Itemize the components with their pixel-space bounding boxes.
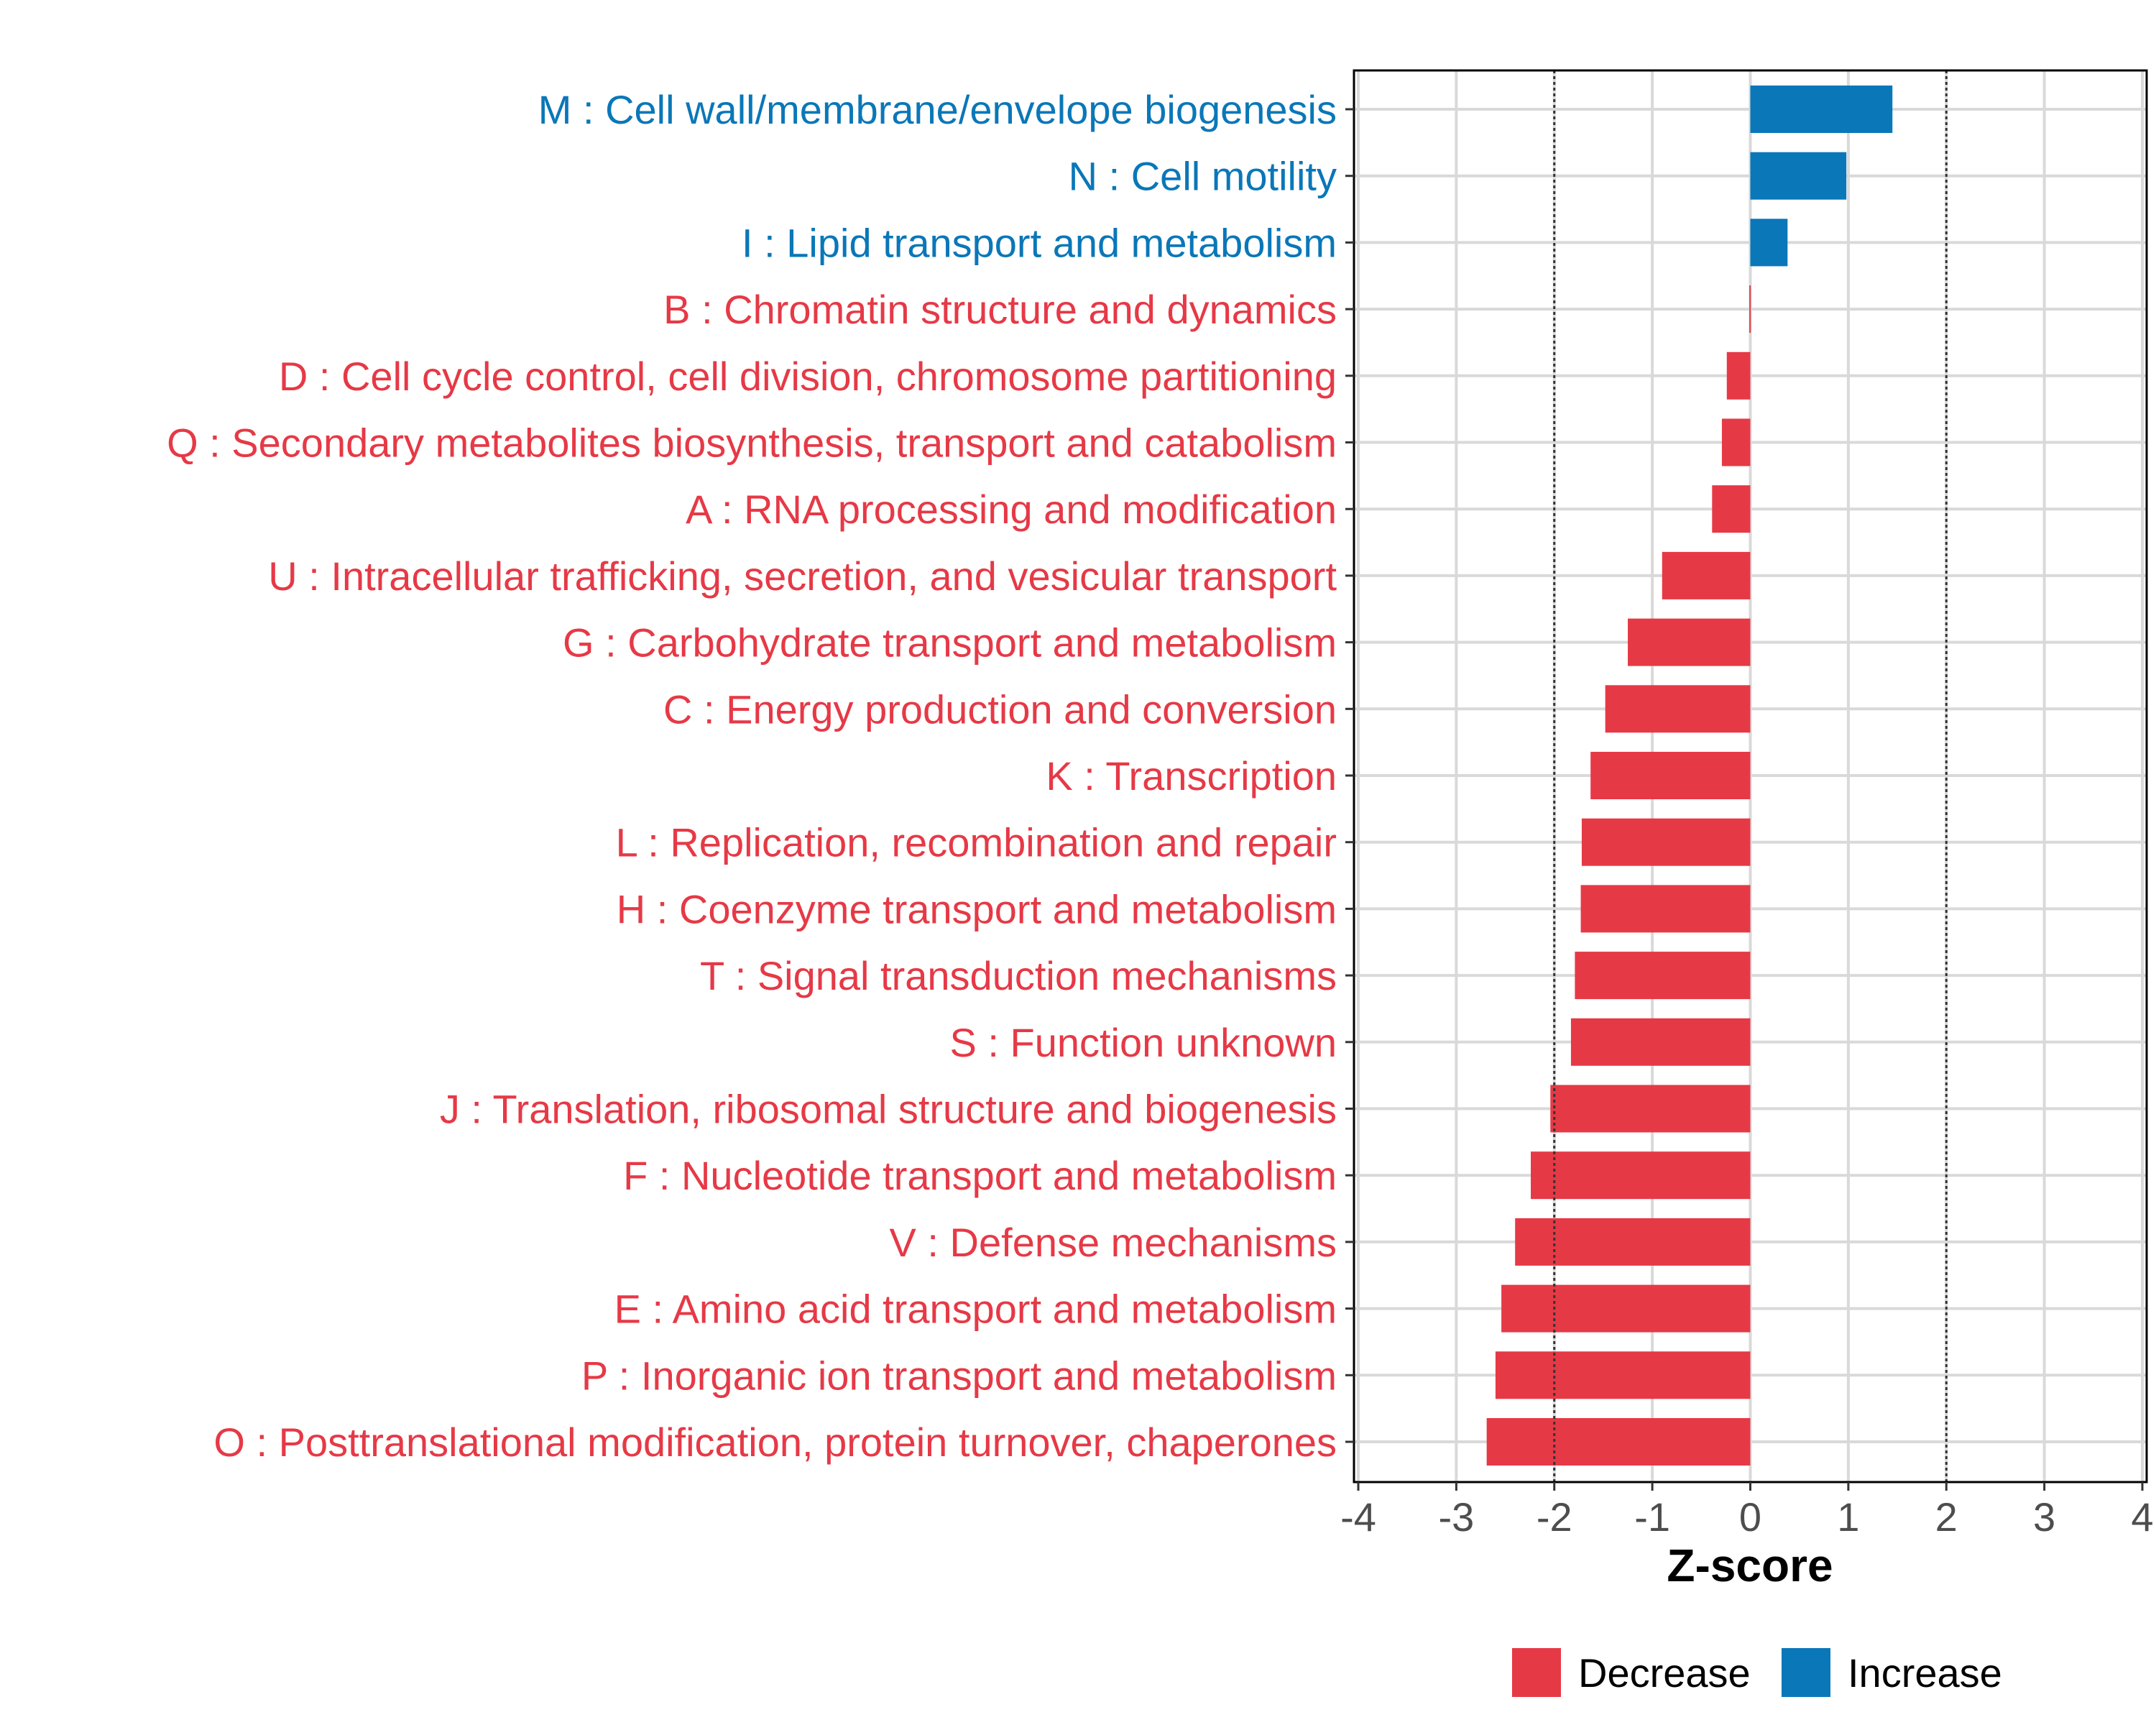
bar-l [1581,818,1751,866]
y-tick-label: S : Function unknown [949,1020,1337,1065]
y-tick-label: U : Intracellular trafficking, secretion… [268,553,1337,599]
y-tick-label: V : Defense mechanisms [890,1220,1337,1265]
y-tick-label: G : Carbohydrate transport and metabolis… [563,620,1337,666]
bar-c [1605,685,1751,733]
x-tick-label: -4 [1340,1494,1376,1540]
legend-label-increase: Increase [1848,1650,2002,1696]
bar-s [1570,1018,1751,1066]
y-tick-label: K : Transcription [1046,753,1337,799]
x-tick-label: 3 [2033,1494,2055,1540]
bar-f [1531,1151,1751,1200]
y-tick-label: N : Cell motility [1069,154,1337,199]
x-tick-label: 1 [1837,1494,1859,1540]
bar-m [1750,86,1893,133]
bar-h [1580,885,1751,933]
legend-swatch-decrease [1512,1648,1561,1697]
bar-o [1486,1418,1751,1466]
y-tick-label: Q : Secondary metabolites biosynthesis, … [167,420,1337,466]
bar-n [1750,152,1847,200]
bar-g [1628,618,1751,666]
legend: Decrease Increase [1512,1648,2002,1697]
y-tick-label: F : Nucleotide transport and metabolism [623,1153,1337,1198]
y-tick-label: J : Translation, ribosomal structure and… [440,1087,1337,1132]
x-tick-label: -3 [1438,1494,1474,1540]
bar-t [1575,952,1751,1000]
y-tick-label: I : Lipid transport and metabolism [742,220,1337,265]
y-tick-label: D : Cell cycle control, cell division, c… [279,354,1337,399]
y-axis: M : Cell wall/membrane/envelope biogenes… [167,87,1354,1465]
y-tick-label: P : Inorganic ion transport and metaboli… [581,1353,1337,1398]
bar-v [1515,1218,1751,1266]
y-tick-label: B : Chromatin structure and dynamics [663,287,1337,332]
y-tick-label: O : Posttranslational modification, prot… [213,1420,1337,1465]
y-tick-label: C : Energy production and conversion [663,686,1337,732]
y-tick-label: A : RNA processing and modification [686,487,1337,532]
x-axis: -4 -3 -2 -1 0 1 2 3 4 [1340,1482,2154,1540]
bar-b [1749,285,1751,334]
bar-d [1726,351,1751,400]
y-tick-label: H : Coenzyme transport and metabolism [617,886,1337,932]
bar-j [1550,1085,1751,1133]
x-tick-label: 2 [1935,1494,1958,1540]
x-tick-label: 4 [2131,1494,2153,1540]
legend-label-decrease: Decrease [1578,1650,1751,1696]
x-tick-label: -1 [1634,1494,1670,1540]
bar-e [1501,1284,1751,1333]
y-tick-label: E : Amino acid transport and metabolism [614,1287,1337,1332]
bar-a [1712,485,1751,533]
bars [1486,86,1893,1466]
y-tick-label: T : Signal transduction mechanisms [700,953,1337,998]
y-tick-label: M : Cell wall/membrane/envelope biogenes… [538,87,1337,132]
y-tick-label: L : Replication, recombination and repai… [616,820,1337,865]
legend-swatch-increase [1782,1648,1830,1697]
x-tick-label: 0 [1739,1494,1761,1540]
bar-i [1750,218,1788,267]
x-axis-title: Z-score [1667,1540,1833,1591]
x-tick-label: -2 [1537,1494,1572,1540]
bar-k [1590,752,1751,799]
bar-q [1721,418,1751,466]
bar-u [1662,551,1751,599]
bar-p [1495,1351,1751,1399]
